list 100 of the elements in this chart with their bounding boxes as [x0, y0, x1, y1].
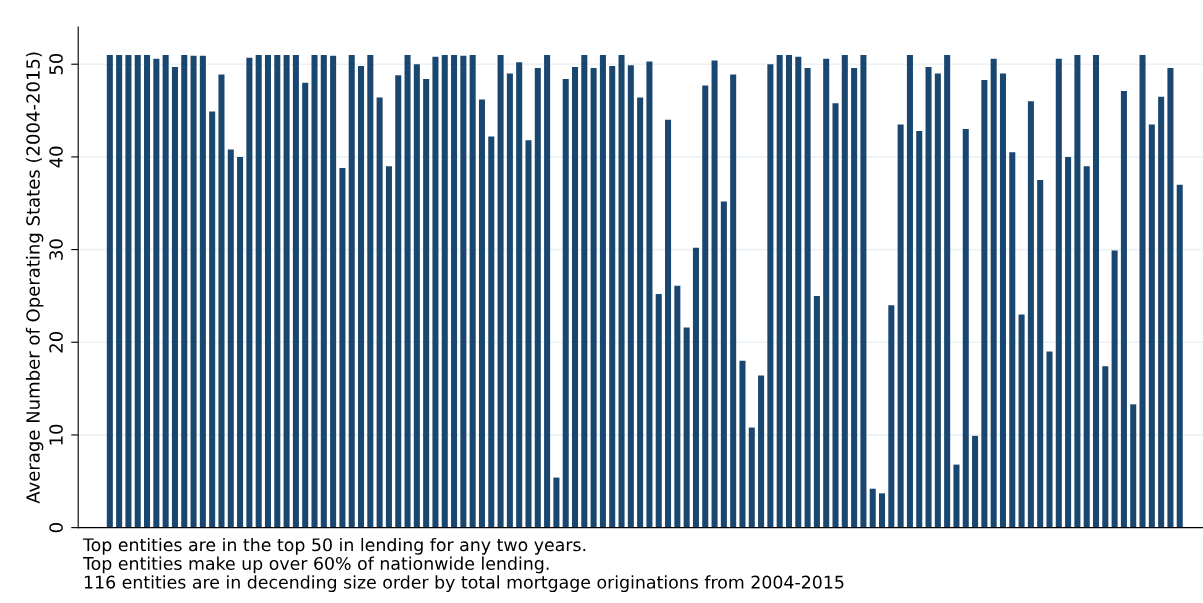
bar	[767, 64, 774, 528]
bar	[116, 54, 123, 528]
bar	[162, 54, 169, 528]
bar	[348, 54, 355, 528]
bar	[785, 54, 793, 528]
bar	[497, 54, 504, 528]
bar	[869, 488, 876, 528]
bar	[1111, 250, 1118, 528]
bar	[209, 111, 216, 528]
bar	[553, 477, 560, 528]
bar	[237, 156, 244, 528]
bar	[1065, 156, 1072, 528]
bar	[218, 74, 225, 528]
bar	[599, 54, 606, 528]
bar	[283, 54, 290, 528]
bar	[1027, 101, 1034, 528]
bar	[962, 129, 969, 528]
bar	[506, 73, 513, 528]
bar	[702, 85, 709, 528]
bar	[292, 54, 299, 528]
bar	[423, 79, 430, 528]
bar	[944, 54, 951, 528]
y-tick-label: 0	[49, 523, 63, 533]
bar	[339, 168, 346, 528]
y-tick-label: 10	[49, 424, 63, 445]
bar	[562, 79, 569, 528]
bar	[972, 435, 979, 528]
bar	[395, 75, 402, 528]
bar	[311, 54, 318, 528]
bar	[655, 294, 662, 528]
bar	[953, 464, 960, 528]
bar	[199, 55, 206, 528]
bar	[879, 493, 886, 528]
bar	[385, 166, 392, 528]
bar	[534, 67, 541, 528]
bar	[674, 285, 681, 528]
bar	[1046, 351, 1053, 528]
bar	[637, 97, 644, 528]
bar	[367, 54, 374, 528]
bar	[181, 54, 188, 528]
bar	[925, 66, 932, 528]
bar	[1092, 54, 1100, 528]
bar	[1083, 166, 1090, 528]
bar	[776, 54, 783, 528]
bar	[571, 66, 579, 528]
bar	[711, 60, 718, 528]
bar	[795, 56, 802, 528]
bar	[813, 295, 820, 528]
bar	[1102, 366, 1109, 528]
bar	[981, 79, 988, 528]
bar	[618, 54, 625, 528]
bar	[739, 360, 746, 528]
bar	[1055, 58, 1062, 528]
bar	[1018, 314, 1025, 528]
bar	[106, 54, 113, 528]
y-tick-label: 30	[49, 239, 63, 260]
bar	[720, 201, 727, 528]
bar	[330, 55, 337, 528]
bar	[804, 67, 811, 528]
bar	[1009, 152, 1016, 528]
text: Top entities are in the top 50 in lending for any two years.	[82, 537, 586, 555]
bar	[320, 54, 327, 528]
bar	[451, 54, 458, 528]
text: Top entities make up over 60% of nationwide lending.	[82, 556, 549, 574]
bar	[581, 54, 588, 528]
bar	[134, 54, 141, 528]
bar	[358, 66, 365, 528]
bar	[590, 67, 597, 528]
bar	[990, 58, 997, 528]
bar	[274, 54, 281, 528]
bar	[897, 124, 904, 528]
bar	[646, 61, 653, 528]
bar	[916, 130, 923, 528]
bar	[758, 375, 765, 528]
bar	[525, 140, 532, 528]
bar	[934, 73, 941, 528]
bar	[190, 55, 197, 528]
y-tick-label: 40	[49, 146, 63, 168]
bar	[609, 66, 616, 528]
bar	[478, 99, 485, 528]
bar	[153, 58, 160, 528]
bar	[255, 54, 262, 528]
bar	[469, 54, 476, 528]
bar	[692, 247, 699, 528]
bar	[1167, 67, 1174, 528]
y-tick-label: 20	[49, 331, 63, 353]
bar	[1130, 404, 1137, 528]
bar	[516, 62, 523, 528]
bar	[841, 54, 848, 528]
bar	[851, 67, 858, 528]
bar	[264, 54, 272, 528]
bar	[544, 54, 551, 528]
bar	[1176, 184, 1183, 528]
bar	[1120, 91, 1127, 528]
bar	[860, 54, 867, 528]
bar	[1148, 124, 1155, 528]
bar	[227, 149, 234, 528]
bar	[627, 65, 634, 528]
bar	[730, 74, 737, 528]
bar	[246, 57, 253, 528]
